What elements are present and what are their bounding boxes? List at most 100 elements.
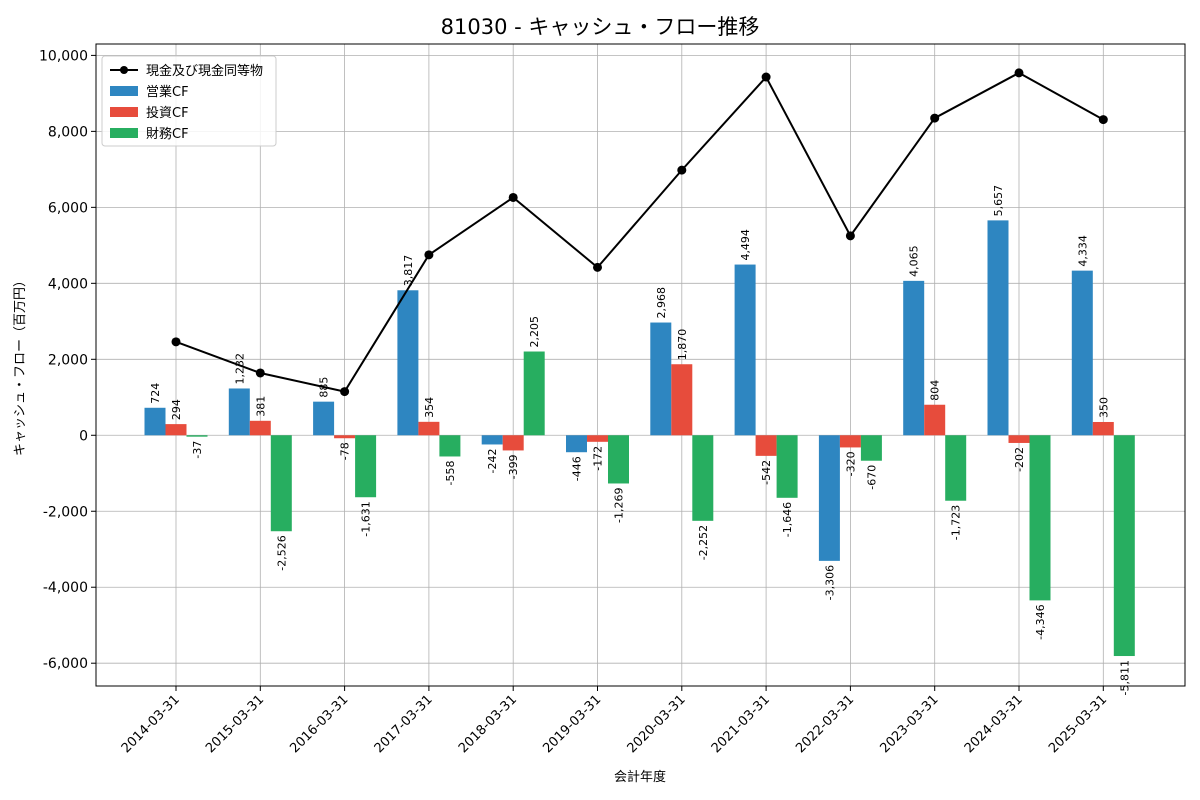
data-label: 294 <box>170 399 183 420</box>
cash-line-point <box>171 337 181 347</box>
legend-label: 現金及び現金同等物 <box>146 63 263 79</box>
data-label: 381 <box>254 396 267 417</box>
y-tick-label: 10,000 <box>39 48 88 64</box>
y-tick-label: -4,000 <box>43 580 88 596</box>
plot-frame <box>95 43 1186 687</box>
y-tick-label: 0 <box>79 428 88 444</box>
cash-line-point <box>845 231 855 241</box>
bar-投資CF <box>1092 421 1114 436</box>
y-tick-label: -6,000 <box>43 656 88 672</box>
data-label: 1,232 <box>233 353 246 385</box>
data-label: -542 <box>760 460 773 485</box>
bar-営業CF <box>566 435 587 453</box>
data-label: -320 <box>844 451 857 476</box>
bar-投資CF <box>587 435 608 442</box>
x-tick-label: 2025-03-31 <box>1046 692 1110 756</box>
legend-label: 投資CF <box>146 105 189 121</box>
bar-財務CF <box>608 435 629 484</box>
x-tick-label: 2016-03-31 <box>287 692 351 756</box>
bar-財務CF <box>860 435 882 461</box>
data-label: -242 <box>486 448 499 473</box>
data-label: 885 <box>318 377 331 398</box>
data-label: -399 <box>507 454 520 479</box>
bar-営業CF <box>144 407 166 436</box>
data-label: 4,334 <box>1076 235 1089 267</box>
bar-財務CF <box>186 435 208 437</box>
x-tick-label: 2015-03-31 <box>203 692 267 756</box>
data-label: 804 <box>929 380 942 401</box>
cash-line-point <box>761 72 771 82</box>
data-label: -5,811 <box>1118 660 1131 695</box>
cash-line-point <box>593 262 602 272</box>
cash-line <box>171 68 1108 397</box>
bars <box>144 220 1135 657</box>
data-label: -172 <box>592 446 605 471</box>
data-label: -2,526 <box>275 535 288 570</box>
legend-box <box>101 55 277 147</box>
bar-営業CF <box>313 401 335 436</box>
y-tick-label: 4,000 <box>48 276 88 292</box>
data-label: -37 <box>191 441 204 459</box>
x-axis-ticks: 2014-03-31 2015-03-31 2016-03-31 2017-03-31… <box>119 686 1110 756</box>
x-tick-label: 2024-03-31 <box>962 692 1026 756</box>
x-tick-label: 2021-03-31 <box>709 692 773 756</box>
data-label: 350 <box>1097 397 1110 418</box>
bar-営業CF <box>903 280 925 436</box>
x-tick-label: 2022-03-31 <box>793 692 857 756</box>
bar-投資CF <box>1008 435 1030 443</box>
x-tick-label: 2018-03-31 <box>456 692 520 756</box>
x-tick-label: 2017-03-31 <box>372 692 436 756</box>
data-label: 3,817 <box>402 255 415 287</box>
bar-財務CF <box>439 435 461 457</box>
data-label: -78 <box>339 442 352 460</box>
bar-投資CF <box>502 435 524 451</box>
bar-財務CF <box>692 435 714 521</box>
cash-line-point <box>930 113 940 123</box>
cash-line-point <box>255 368 265 378</box>
bar-投資CF <box>924 404 946 436</box>
bar-営業CF <box>397 290 419 436</box>
cash-line-point <box>508 192 518 202</box>
data-label: -2,252 <box>697 525 710 560</box>
data-label: 1,870 <box>676 329 689 361</box>
legend-label: 財務CF <box>146 127 189 142</box>
data-label: 2,968 <box>655 287 668 319</box>
cash-line-point <box>1098 115 1108 125</box>
cash-line-path <box>175 71 1104 393</box>
bar-投資CF <box>755 435 777 456</box>
x-tick-label: 2023-03-31 <box>877 692 941 756</box>
x-tick-label: 2014-03-31 <box>119 692 183 756</box>
legend-label: 営業CF <box>146 84 189 100</box>
cash-line-point <box>1014 68 1024 78</box>
bar-営業CF <box>650 322 672 436</box>
y-axis-ticks: -6,000 -4,000 -2,000 0 2,000 4,000 6,000 8,000 1… <box>39 48 96 672</box>
data-label: 4,065 <box>908 245 921 277</box>
bar-営業CF <box>818 435 840 561</box>
bar-財務CF <box>945 435 967 501</box>
data-label: -670 <box>865 465 878 490</box>
legend-bar-swatch <box>110 107 138 117</box>
bar-財務CF <box>1113 435 1135 657</box>
cash-line-point <box>677 165 687 175</box>
bar-営業CF <box>481 435 503 445</box>
cash-line-point <box>424 250 434 260</box>
bar-投資CF <box>671 364 693 436</box>
legend-bar-swatch <box>110 86 138 96</box>
y-tick-label: 6,000 <box>48 200 88 216</box>
bar-営業CF <box>1071 270 1093 436</box>
y-axis-label: キャッシュ・フロー（百万円） <box>13 274 28 456</box>
data-label: -3,306 <box>823 565 836 600</box>
data-label: -1,269 <box>613 487 626 522</box>
bar-投資CF <box>165 424 187 436</box>
data-label: -558 <box>444 460 457 485</box>
bar-投資CF <box>839 435 861 448</box>
bar-営業CF <box>734 264 756 436</box>
data-label: -1,723 <box>950 505 963 540</box>
x-tick-label: 2019-03-31 <box>540 692 604 756</box>
bar-営業CF <box>987 220 1009 436</box>
bar-財務CF <box>1029 435 1051 601</box>
cash-line-point <box>340 387 350 397</box>
data-label: -1,646 <box>781 502 794 537</box>
